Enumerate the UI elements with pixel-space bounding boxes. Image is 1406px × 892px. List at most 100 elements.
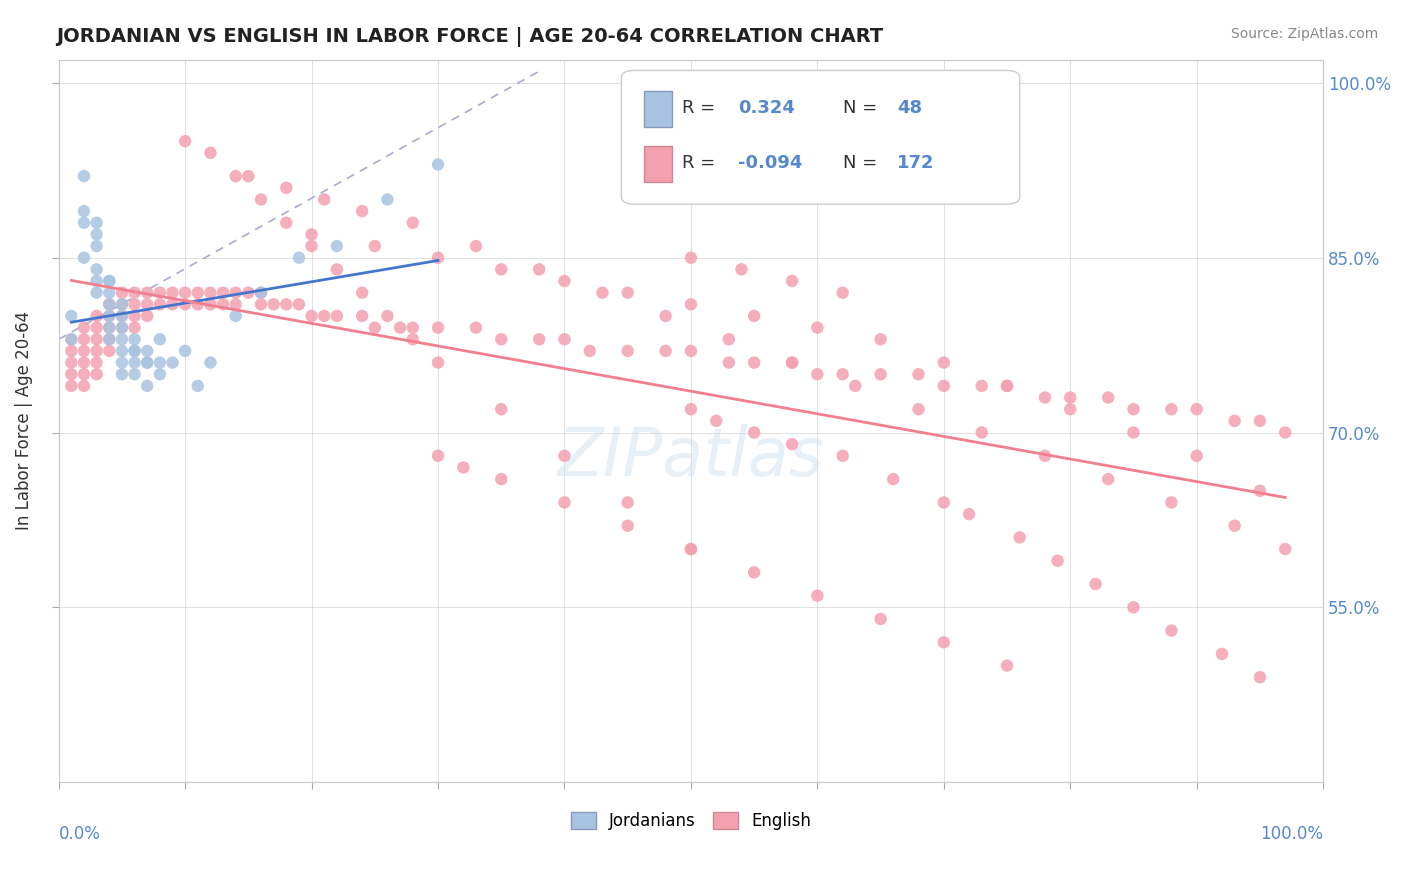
Point xyxy=(276,181,298,195)
Point xyxy=(238,285,260,300)
Point xyxy=(136,355,159,369)
Point xyxy=(60,309,83,323)
Point xyxy=(136,355,159,369)
Point xyxy=(98,332,121,346)
Point xyxy=(98,274,121,288)
Point xyxy=(427,449,450,463)
Point xyxy=(136,379,159,393)
Point xyxy=(73,216,96,230)
Point xyxy=(86,216,108,230)
Point xyxy=(402,332,425,346)
Point xyxy=(200,285,222,300)
Point xyxy=(124,285,146,300)
Point xyxy=(98,320,121,334)
Point xyxy=(377,193,399,207)
Point xyxy=(932,355,955,369)
Point xyxy=(377,309,399,323)
Point xyxy=(907,368,929,382)
Point xyxy=(491,472,513,486)
Text: -0.094: -0.094 xyxy=(738,154,801,172)
Point xyxy=(174,134,197,148)
Point xyxy=(60,355,83,369)
Point xyxy=(314,309,336,323)
Point xyxy=(111,309,134,323)
Point xyxy=(326,239,349,253)
Point xyxy=(730,262,752,277)
Point xyxy=(98,320,121,334)
Point xyxy=(111,320,134,334)
Point xyxy=(162,285,184,300)
Point xyxy=(491,262,513,277)
Point xyxy=(111,368,134,382)
Point xyxy=(124,332,146,346)
Point xyxy=(136,285,159,300)
Point xyxy=(263,297,285,311)
Point xyxy=(225,169,247,183)
Point xyxy=(1274,542,1296,557)
Point xyxy=(844,379,866,393)
Point xyxy=(553,495,575,509)
Point xyxy=(995,379,1018,393)
Point xyxy=(187,379,209,393)
Point xyxy=(932,635,955,649)
Point xyxy=(86,309,108,323)
Point xyxy=(957,507,980,521)
Point xyxy=(1046,554,1069,568)
Point xyxy=(389,320,412,334)
Point xyxy=(831,285,853,300)
Point xyxy=(86,355,108,369)
Point xyxy=(174,343,197,358)
Text: N =: N = xyxy=(842,99,883,117)
Point xyxy=(907,402,929,417)
Point xyxy=(200,145,222,160)
Text: N =: N = xyxy=(842,154,883,172)
Point xyxy=(250,285,273,300)
Point xyxy=(98,274,121,288)
Point xyxy=(364,320,387,334)
Point xyxy=(111,309,134,323)
Point xyxy=(780,437,803,451)
Point xyxy=(1160,495,1182,509)
Point xyxy=(616,518,638,533)
Bar xyxy=(644,146,672,183)
Point xyxy=(149,355,172,369)
Point xyxy=(717,355,740,369)
Point xyxy=(136,297,159,311)
Point xyxy=(527,262,550,277)
Text: 100.0%: 100.0% xyxy=(1260,825,1323,844)
Point xyxy=(427,320,450,334)
Point xyxy=(1223,414,1246,428)
Point xyxy=(73,251,96,265)
Text: R =: R = xyxy=(682,154,721,172)
Point xyxy=(250,193,273,207)
Point xyxy=(111,355,134,369)
Point xyxy=(1211,647,1233,661)
Text: R =: R = xyxy=(682,99,721,117)
Point xyxy=(162,297,184,311)
Point xyxy=(780,355,803,369)
Point xyxy=(1033,391,1056,405)
Point xyxy=(60,332,83,346)
Point xyxy=(326,309,349,323)
Point xyxy=(553,332,575,346)
Point xyxy=(970,425,993,440)
Point xyxy=(742,425,765,440)
Point xyxy=(679,251,702,265)
Legend: Jordanians, English: Jordanians, English xyxy=(562,804,820,838)
Point xyxy=(73,379,96,393)
FancyBboxPatch shape xyxy=(621,70,1019,204)
Point xyxy=(465,320,488,334)
Point xyxy=(806,320,828,334)
Point xyxy=(654,309,676,323)
Point xyxy=(742,309,765,323)
Point xyxy=(212,297,235,311)
Point xyxy=(225,309,247,323)
Point xyxy=(250,285,273,300)
Point xyxy=(98,309,121,323)
Point xyxy=(679,297,702,311)
Point xyxy=(111,285,134,300)
Point xyxy=(806,589,828,603)
Point xyxy=(465,239,488,253)
Point xyxy=(1097,472,1119,486)
Point xyxy=(831,449,853,463)
